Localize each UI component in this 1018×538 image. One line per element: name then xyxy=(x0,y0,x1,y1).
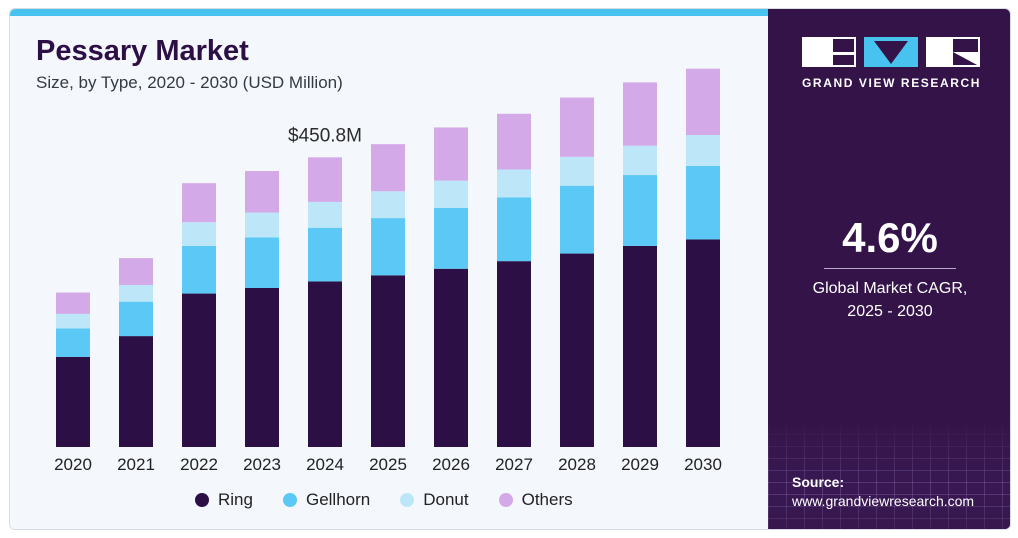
source-label: Source: xyxy=(792,474,845,490)
x-tick-label-2022: 2022 xyxy=(180,455,218,474)
bar-donut-2025 xyxy=(371,191,405,219)
bar-gellhorn-2023 xyxy=(245,237,279,288)
legend-swatch-others xyxy=(498,493,513,507)
bar-others-2030 xyxy=(686,68,720,136)
x-tick-label-2021: 2021 xyxy=(117,455,155,474)
bar-others-2020 xyxy=(56,292,90,314)
cagr-label-line2: 2025 - 2030 xyxy=(847,303,933,320)
x-tick-label-2023: 2023 xyxy=(243,455,281,474)
legend-item-gellhorn: Gellhorn xyxy=(282,490,371,510)
top-accent-stripe xyxy=(10,9,768,16)
bar-donut-2026 xyxy=(434,180,468,208)
logo-g-mark-icon xyxy=(802,37,856,67)
bar-donut-2027 xyxy=(497,169,531,198)
x-tick-label-2020: 2020 xyxy=(54,455,92,474)
side-panel: GRAND VIEW RESEARCH 4.6% Global Market C… xyxy=(768,9,1010,529)
bar-gellhorn-2026 xyxy=(434,207,468,269)
bar-gellhorn-2020 xyxy=(56,328,90,357)
legend-item-others: Others xyxy=(498,490,573,510)
bar-gellhorn-2024 xyxy=(308,227,342,282)
bar-ring-2030 xyxy=(686,239,720,447)
bar-ring-2027 xyxy=(497,261,531,447)
x-tick-label-2028: 2028 xyxy=(558,455,596,474)
source-url[interactable]: www.grandviewresearch.com xyxy=(792,493,975,509)
bar-others-2026 xyxy=(434,127,468,181)
legend-label-others: Others xyxy=(521,490,573,509)
legend-item-ring: Ring xyxy=(195,490,253,510)
chart-panel: Pessary Market Size, by Type, 2020 - 203… xyxy=(10,9,768,529)
legend-swatch-gellhorn xyxy=(282,493,297,507)
bar-gellhorn-2027 xyxy=(497,197,531,262)
stacked-bar-chart: 2020 2021 2022 2023 2024 $450.8M 2025 2026 2027 2… xyxy=(54,68,722,474)
legend-label-gellhorn: Gellhorn xyxy=(305,490,371,509)
bar-others-2022 xyxy=(182,183,216,223)
legend-label-ring: Ring xyxy=(218,490,253,509)
brand-logo: GRAND VIEW RESEARCH xyxy=(802,37,982,90)
bar-others-2029 xyxy=(623,82,657,146)
bar-gellhorn-2029 xyxy=(623,175,657,246)
logo-v-mark-icon xyxy=(864,37,918,67)
bar-ring-2028 xyxy=(560,253,594,447)
bar-others-2021 xyxy=(119,258,153,285)
bar-donut-2030 xyxy=(686,135,720,166)
bar-ring-2026 xyxy=(434,268,468,447)
brand-name: GRAND VIEW RESEARCH xyxy=(802,76,982,90)
legend-swatch-ring xyxy=(195,493,209,507)
bar-ring-2024 xyxy=(308,281,342,447)
bar-gellhorn-2028 xyxy=(560,185,594,254)
bar-gellhorn-2030 xyxy=(686,165,720,240)
x-tick-label-2025: 2025 xyxy=(369,455,407,474)
cagr-divider xyxy=(824,268,956,269)
bar-donut-2029 xyxy=(623,145,657,176)
bar-donut-2022 xyxy=(182,222,216,246)
cagr-label: Global Market CAGR, 2025 - 2030 xyxy=(768,277,1010,323)
legend-item-donut: Donut xyxy=(400,490,469,510)
infographic-card: Pessary Market Size, by Type, 2020 - 203… xyxy=(9,8,1011,530)
bar-others-2023 xyxy=(245,171,279,213)
x-tick-label-2030: 2030 xyxy=(684,455,722,474)
bar-ring-2020 xyxy=(56,356,90,447)
cagr-label-line1: Global Market CAGR, xyxy=(812,280,968,297)
x-tick-label-2026: 2026 xyxy=(432,455,470,474)
bar-gellhorn-2022 xyxy=(182,245,216,294)
x-tick-label-2024: 2024 xyxy=(306,455,344,474)
bar-others-2024 xyxy=(308,157,342,202)
bar-gellhorn-2025 xyxy=(371,218,405,276)
data-label-2024: $450.8M xyxy=(288,125,362,146)
bar-ring-2022 xyxy=(182,293,216,447)
cagr-value: 4.6% xyxy=(842,214,938,261)
bar-ring-2029 xyxy=(623,245,657,447)
bar-gellhorn-2021 xyxy=(119,301,153,337)
decorative-grid-floor xyxy=(768,421,1010,529)
bar-others-2025 xyxy=(371,144,405,192)
bar-others-2028 xyxy=(560,97,594,157)
bar-donut-2021 xyxy=(119,284,153,302)
bar-others-2027 xyxy=(497,113,531,170)
chart-title: Pessary Market xyxy=(36,35,249,67)
bar-donut-2024 xyxy=(308,201,342,228)
bar-donut-2020 xyxy=(56,313,90,329)
bar-ring-2021 xyxy=(119,336,153,447)
legend-swatch-donut xyxy=(400,493,415,507)
chart-subtitle: Size, by Type, 2020 - 2030 (USD Million) xyxy=(36,73,343,92)
bar-donut-2023 xyxy=(245,212,279,238)
legend-label-donut: Donut xyxy=(423,490,469,509)
source-block: Source: www.grandviewresearch.com xyxy=(792,473,974,511)
bar-ring-2025 xyxy=(371,275,405,447)
x-tick-label-2027: 2027 xyxy=(495,455,533,474)
logo-r-mark-icon xyxy=(926,37,980,67)
logo-marks xyxy=(802,37,982,67)
bar-ring-2023 xyxy=(245,287,279,447)
bar-donut-2028 xyxy=(560,156,594,186)
chart-legend: Ring Gellhorn Donut Others xyxy=(195,489,573,511)
x-tick-label-2029: 2029 xyxy=(621,455,659,474)
